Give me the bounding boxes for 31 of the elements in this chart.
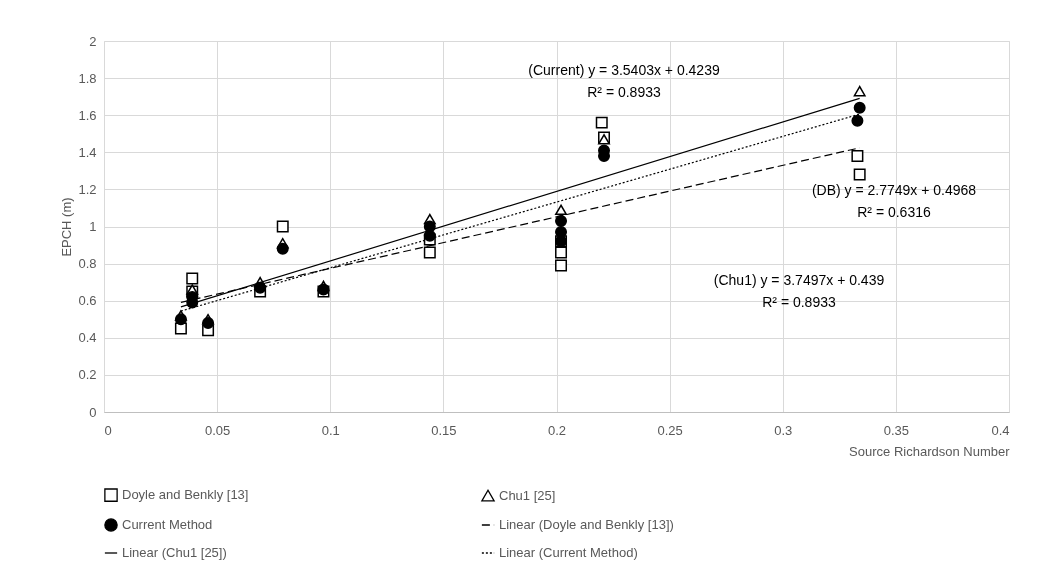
legend-label: Doyle and Benkly [13] [122, 487, 249, 503]
y-tick-label: 1 [89, 219, 97, 234]
y-tick-label: 0 [89, 404, 97, 420]
x-tick-label: 0.4 [991, 422, 1010, 438]
y-tick-label: 0.8 [78, 256, 97, 272]
x-tick-label: 0.05 [204, 422, 231, 438]
legend-label: Current Method [122, 517, 213, 532]
x-tick-label: 0.35 [883, 422, 910, 438]
y-tick-label: 0.2 [78, 367, 97, 383]
annotation: (DB) y = 2.7749x + 0.4968 R² = 0.6316 [811, 182, 977, 220]
annotation: (Chu1) y = 3.7497x + 0.439 R² = 0.8933 [713, 272, 885, 310]
legend-label: Linear (Doyle and Benkly [13]) [499, 517, 674, 532]
legend-label: Linear (Chu1 [25]) [122, 545, 227, 560]
annotation: (Current) y = 3.5403x + 0.4239 R² = 0.8933 [528, 62, 720, 100]
y-tick-label: 0.6 [78, 293, 97, 309]
y-tick-label: 1.2 [78, 181, 97, 197]
y-tick-label: 1.4 [78, 144, 97, 160]
x-tick-label: 0.1 [321, 422, 340, 438]
x-tick-label: 0.15 [431, 422, 457, 438]
x-tick-label: 0.3 [774, 422, 793, 438]
x-tick-label: 0 [104, 422, 112, 438]
y-tick-label: 1.6 [78, 107, 97, 123]
x-tick-label: 0.25 [657, 422, 683, 438]
y-tick-label: 1.8 [78, 70, 97, 86]
y-axis-title: EPCH (m) [59, 197, 75, 257]
y-tick-label: 0.4 [78, 330, 97, 346]
x-axis-title: Source Richardson Number [849, 443, 1011, 459]
y-tick-label: 2 [89, 33, 97, 49]
legend-label: Chu1 [25] [499, 487, 556, 503]
x-tick-label: 0.2 [547, 422, 567, 438]
legend-label: Linear (Current Method) [499, 545, 638, 560]
